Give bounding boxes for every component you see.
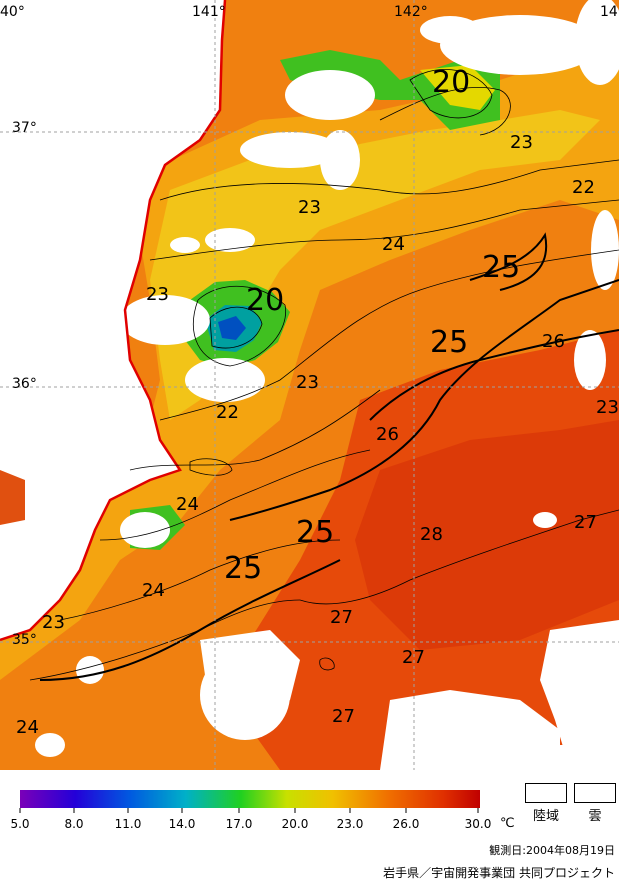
contour-label: 24 [382, 234, 405, 255]
contour-label: 26 [542, 331, 565, 352]
contour-label: 24 [142, 580, 165, 601]
contour-label: 22 [216, 402, 239, 423]
contour-label: 23 [596, 397, 619, 418]
colorbar-tick-label: 30.0 [464, 817, 492, 831]
contour-label: 23 [42, 612, 65, 633]
observation-date: 観測日:2004年08月19日 [489, 844, 615, 857]
colorbar-tick-label: 23.0 [336, 817, 364, 831]
lon-label-141: 141° [192, 4, 226, 20]
colorbar-unit: ℃ [500, 816, 515, 831]
colorbar-tick-label: 17.0 [225, 817, 253, 831]
lat-label-35: 35° [12, 632, 37, 648]
land-area [0, 0, 225, 640]
colorbar-tick-label: 14.0 [168, 817, 196, 831]
colorbar-ticks [19, 808, 479, 813]
credit-line: 岩手県／宇宙開発事業団 共同プロジェクト [383, 866, 615, 880]
west-sea-patch [0, 470, 25, 525]
contour-label: 22 [572, 177, 595, 198]
contour-label: 25 [296, 515, 334, 550]
lat-label-36: 36° [12, 376, 37, 392]
lon-label-142: 142° [394, 4, 428, 20]
cooler-band [150, 110, 600, 420]
graticule [0, 0, 619, 770]
colorbar-tick-label: 26.0 [392, 817, 420, 831]
contour-label: 27 [332, 706, 355, 727]
contour-label: 25 [482, 250, 520, 285]
colorbar-tick-label: 11.0 [114, 817, 142, 831]
warmest-region [355, 420, 619, 650]
north-yellow-patch [420, 65, 495, 110]
legend-land-swatch [525, 783, 567, 803]
contour-label: 27 [574, 512, 597, 533]
legend-cloud-label: 雲 [588, 809, 602, 824]
contour-label: 20 [246, 283, 284, 318]
contour-label: 25 [224, 551, 262, 586]
thin-contours [29, 68, 619, 681]
contour-label: 23 [296, 372, 319, 393]
legend-land-label: 陸域 [532, 809, 560, 824]
colorbar-tick-label: 5.0 [10, 817, 30, 831]
contour-label: 27 [330, 607, 353, 628]
colorbar [20, 790, 480, 808]
contour-label: 25 [430, 325, 468, 360]
contour-label: 20 [432, 65, 470, 100]
contour-label: 23 [298, 197, 321, 218]
contour-label: 23 [510, 132, 533, 153]
lon-label-143: 14 [600, 4, 618, 20]
contour-label: 28 [420, 524, 443, 545]
contour-label: 24 [16, 717, 39, 738]
coastline [0, 0, 227, 642]
colorbar-tick-label: 8.0 [64, 817, 84, 831]
thick-contours [39, 232, 619, 681]
lat-label-37: 37° [12, 120, 37, 136]
cold-eddy-core [218, 316, 246, 340]
contour-labels: 20 20 23 22 23 24 25 26 23 20 25 22 23 2… [16, 65, 619, 738]
contour-label: 23 [146, 284, 169, 305]
cloud-patches [35, 0, 619, 770]
colorbar-tick-label: 20.0 [281, 817, 309, 831]
contour-label: 24 [176, 494, 199, 515]
legend-cloud-swatch [574, 783, 616, 803]
contour-label: 26 [376, 424, 399, 445]
contour-label: 27 [402, 647, 425, 668]
lon-label-140: 40° [0, 4, 25, 20]
